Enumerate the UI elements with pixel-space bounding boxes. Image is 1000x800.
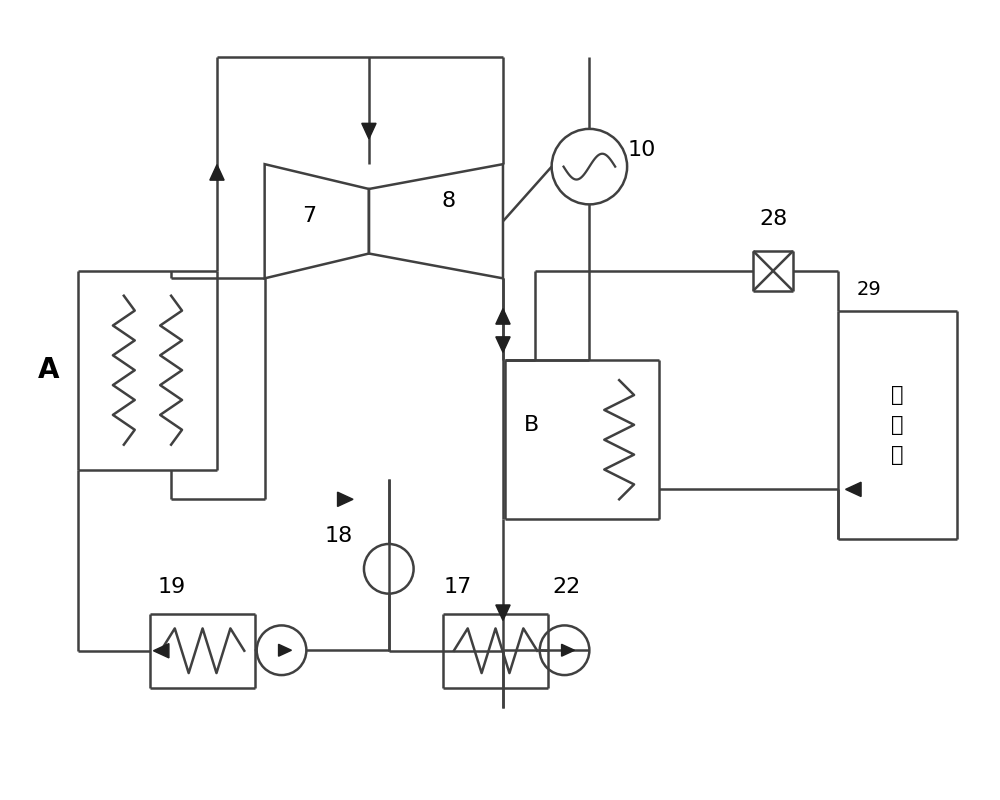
Text: B: B [524, 415, 539, 435]
Text: 18: 18 [325, 526, 353, 546]
Text: 7: 7 [302, 206, 316, 226]
Polygon shape [562, 644, 574, 656]
Polygon shape [279, 644, 291, 656]
Text: 热: 热 [891, 385, 903, 405]
Polygon shape [496, 309, 510, 324]
Polygon shape [846, 482, 861, 497]
Polygon shape [496, 337, 510, 352]
Text: 10: 10 [627, 140, 655, 160]
Text: 用: 用 [891, 415, 903, 435]
Text: 19: 19 [157, 577, 186, 597]
Polygon shape [362, 123, 376, 139]
Polygon shape [496, 605, 510, 621]
Text: 28: 28 [759, 209, 787, 229]
Polygon shape [338, 492, 353, 506]
Text: 8: 8 [441, 191, 455, 211]
Polygon shape [153, 643, 169, 658]
Text: 17: 17 [443, 577, 472, 597]
Text: A: A [37, 356, 59, 384]
Text: 户: 户 [891, 445, 903, 465]
Text: 22: 22 [553, 577, 581, 597]
Text: 29: 29 [857, 280, 882, 298]
Polygon shape [210, 165, 224, 180]
